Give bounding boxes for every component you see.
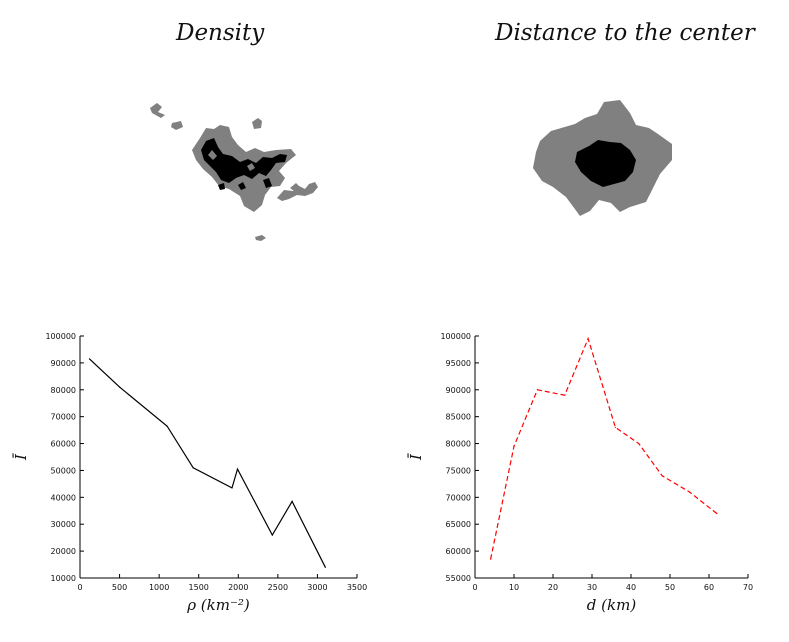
y-tick-label: 20000 — [51, 547, 76, 556]
data-point — [231, 487, 233, 489]
data-point — [236, 468, 239, 470]
y-tick-label: 80000 — [51, 386, 76, 395]
x-tick-label: 500 — [112, 583, 127, 592]
series-line — [89, 358, 326, 568]
x-tick-label: 1500 — [189, 583, 209, 592]
chart-distance: 0 10 20 30 40 50 60 70 55000 60000 65000 70000 75000… — [407, 332, 753, 614]
y-tick-label: 40000 — [51, 493, 76, 502]
x-tick-label: 0 — [77, 583, 82, 592]
y-tick-label: 85000 — [446, 413, 471, 422]
y-tick-label: 60000 — [446, 547, 471, 556]
y-tick-label: 95000 — [446, 359, 471, 368]
data-point — [291, 500, 293, 502]
data-point — [661, 475, 663, 477]
data-point — [118, 386, 121, 388]
x-tick-label: 3000 — [307, 583, 327, 592]
x-axis-label: ρ (km⁻²) — [186, 596, 250, 614]
x-tick-label: 30 — [587, 583, 597, 592]
y-tick-label: 70000 — [446, 493, 471, 502]
map-title-distance: Distance to the center — [495, 20, 755, 46]
y-tick-label: 90000 — [446, 386, 471, 395]
x-axis-label: d (km) — [587, 596, 637, 614]
data-point — [716, 512, 718, 515]
y-tick-label: 75000 — [446, 466, 471, 475]
x-tick-label: 2000 — [228, 583, 248, 592]
data-point — [490, 558, 492, 560]
x-tick-label: 60 — [704, 583, 714, 592]
data-point — [536, 389, 539, 391]
y-tick-label: 70000 — [51, 413, 76, 422]
y-axis-label: Ī — [407, 453, 425, 461]
y-tick-label: 100000 — [45, 332, 76, 341]
data-point — [271, 534, 273, 536]
distance-map — [533, 100, 672, 216]
y-tick-label: 80000 — [446, 440, 471, 449]
data-point — [324, 566, 326, 568]
data-point — [166, 425, 168, 427]
x-tick-label: 70 — [743, 583, 753, 592]
x-tick-label: 40 — [626, 583, 636, 592]
chart-density: 0 500 1000 1500 2000 2500 3000 3500 10000 20000 30… — [12, 332, 367, 614]
x-tick-label: 3500 — [347, 583, 367, 592]
data-point — [564, 394, 566, 396]
x-tick-label: 10 — [509, 583, 519, 592]
y-tick-label: 50000 — [51, 466, 76, 475]
y-tick-label: 90000 — [51, 359, 76, 368]
x-tick-label: 20 — [548, 583, 558, 592]
y-tick-label: 60000 — [51, 440, 76, 449]
data-point — [513, 445, 515, 447]
y-axis-label: Ī — [12, 453, 30, 461]
data-point — [88, 358, 91, 360]
density-map — [150, 103, 318, 241]
data-point — [614, 426, 617, 429]
y-tick-label: 55000 — [446, 574, 471, 583]
x-tick-label: 50 — [665, 583, 675, 592]
data-point — [192, 467, 194, 469]
y-tick-label: 30000 — [51, 520, 76, 529]
data-point — [688, 491, 691, 493]
series-line — [490, 336, 718, 560]
map-title-density: Density — [176, 20, 265, 46]
data-point — [638, 442, 640, 445]
y-tick-label: 10000 — [51, 574, 76, 583]
x-tick-label: 1000 — [149, 583, 169, 592]
data-point — [587, 338, 589, 340]
y-tick-label: 100000 — [440, 332, 471, 341]
x-tick-label: 2500 — [268, 583, 288, 592]
x-tick-label: 0 — [472, 583, 477, 592]
y-tick-label: 65000 — [446, 520, 471, 529]
